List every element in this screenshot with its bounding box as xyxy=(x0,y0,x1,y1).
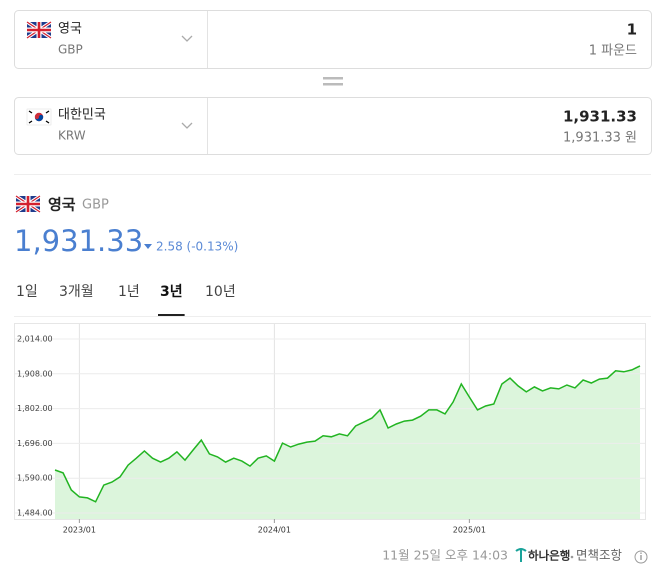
from-box[interactable] xyxy=(14,10,652,69)
from-amount[interactable]: 1 xyxy=(627,21,637,39)
equals xyxy=(323,83,343,86)
change: 2.58 (-0.13%) xyxy=(156,240,238,254)
to-amount[interactable]: 1,931.33 xyxy=(563,108,637,126)
down-arrow xyxy=(144,244,152,249)
y-tick-label: 1,484.00 xyxy=(17,509,53,518)
from-amount-label: 1 파운드 xyxy=(589,44,637,59)
y-tick-label: 2,014.00 xyxy=(17,335,53,344)
info-icon[interactable] xyxy=(634,550,648,564)
line xyxy=(54,365,641,503)
to-name: 대한민국 xyxy=(58,108,106,123)
header-name: 영국 xyxy=(48,196,76,214)
equals xyxy=(323,77,343,80)
x-tick-label: 2025/01 xyxy=(453,526,486,535)
bank-logo xyxy=(515,548,527,562)
to-box[interactable] xyxy=(14,97,652,155)
header-code: GBP xyxy=(82,198,109,213)
info-icon xyxy=(640,555,642,560)
tab[interactable]: 3년 xyxy=(160,284,183,300)
tab-underline xyxy=(158,314,185,316)
timestamp: 11월 25일 오후 14:03 xyxy=(382,548,508,563)
y-tick-label: 1,590.00 xyxy=(17,474,53,483)
x-tick-label: 2024/01 xyxy=(258,526,291,535)
disclaimer[interactable]: 면책조항 xyxy=(576,548,623,563)
x-tick-label: 2023/01 xyxy=(63,526,96,535)
area xyxy=(55,365,640,519)
y-tick-label: 1,908.00 xyxy=(17,369,53,378)
plot-frame xyxy=(14,323,646,520)
tab[interactable]: 3개월 xyxy=(59,284,94,300)
to-code: KRW xyxy=(58,129,86,143)
info-icon xyxy=(640,552,642,554)
tab[interactable]: 1년 xyxy=(118,284,140,300)
y-tick-label: 1,696.00 xyxy=(17,439,53,448)
from-code: GBP xyxy=(58,43,83,57)
to-amount-label: 1,931.33 원 xyxy=(563,131,637,146)
from-name: 영국 xyxy=(58,22,82,37)
uk-flag xyxy=(27,22,51,38)
dot xyxy=(570,555,574,559)
tab[interactable]: 1일 xyxy=(16,284,38,300)
chevron[interactable] xyxy=(181,122,193,129)
y-tick-label: 1,802.00 xyxy=(17,404,53,413)
chevron[interactable] xyxy=(181,35,193,42)
kr-flag xyxy=(26,108,52,126)
tab[interactable]: 10년 xyxy=(205,284,236,300)
uk-flag xyxy=(16,196,40,212)
rate: 1,931.33 xyxy=(14,224,143,258)
bank-name: 하나은행 xyxy=(528,549,570,563)
